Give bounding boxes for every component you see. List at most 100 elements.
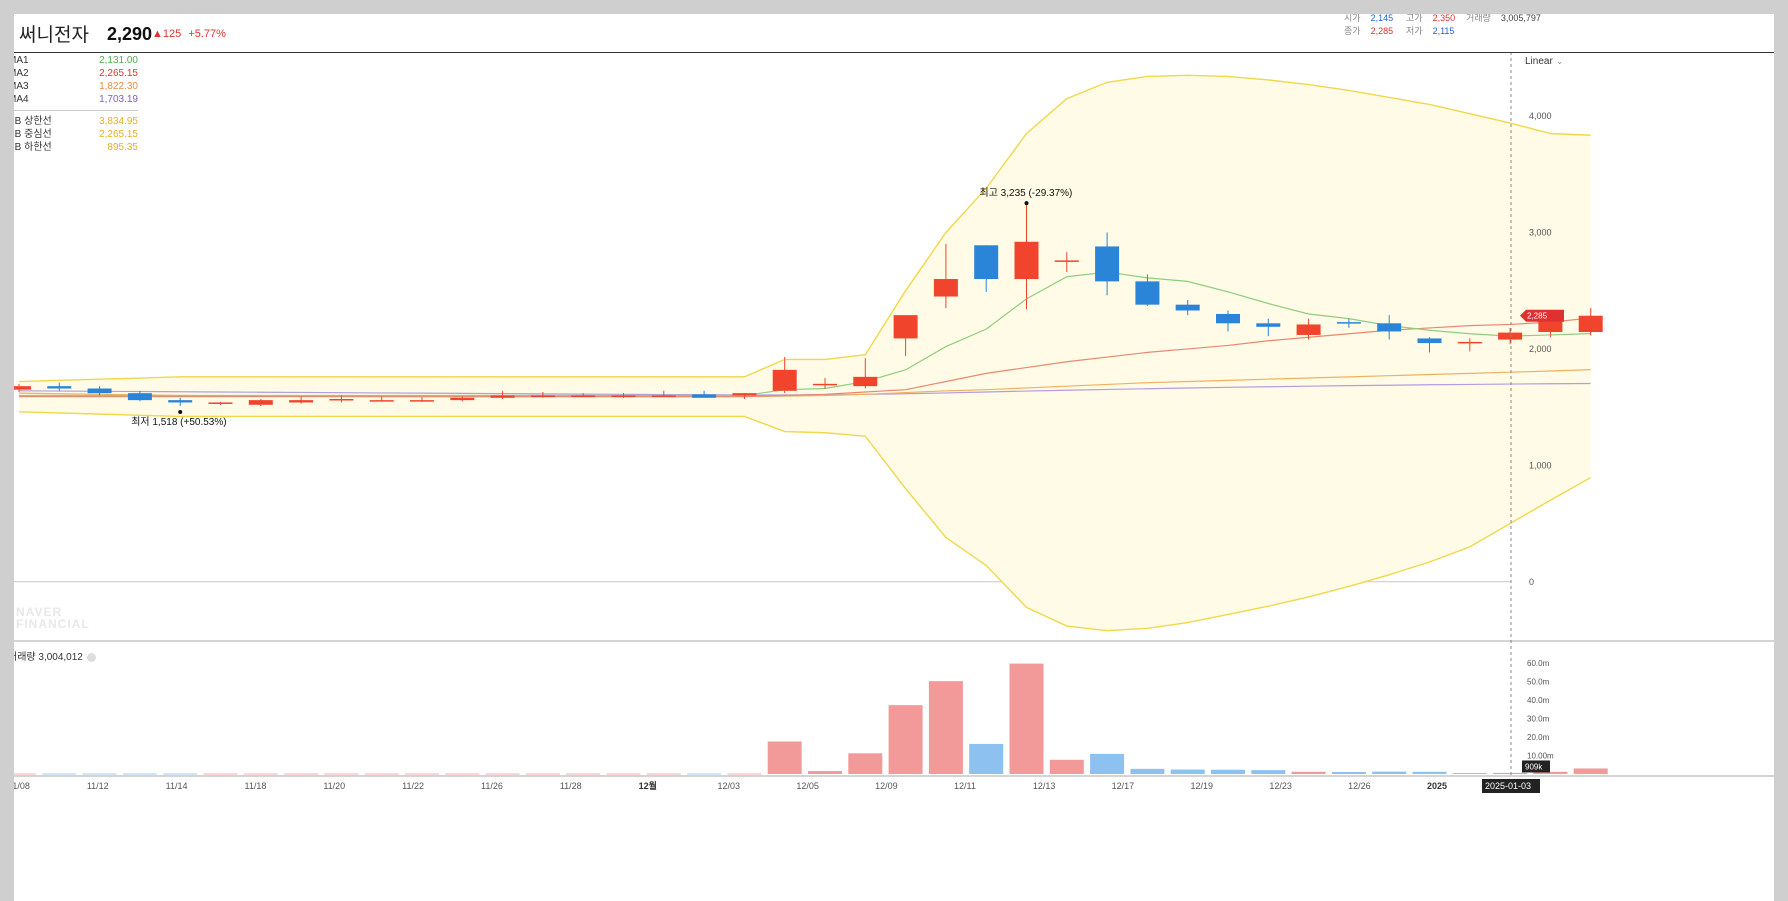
volume-tick-label: 40.0m [1527,696,1550,705]
legend-bb-middle[interactable]: BB 중심선 2,265.15 [14,128,138,141]
candle-body[interactable] [410,400,434,402]
volume-bar[interactable] [566,773,601,775]
legend-ma1[interactable]: MA1 2,131.00 [14,54,138,67]
legend-ma2[interactable]: MA2 2,265.15 [14,67,138,80]
candle-body[interactable] [1417,338,1442,344]
candle-body[interactable] [933,279,958,297]
stock-name: 써니전자 [19,25,89,46]
candle-body[interactable] [127,393,152,401]
candle-body[interactable] [1296,324,1321,335]
candle-body[interactable] [47,386,72,389]
volume-bar[interactable] [243,773,278,775]
volume-bar[interactable] [767,741,802,774]
candle-body[interactable] [1336,322,1361,324]
ohlc-low: 저가 2,115 [1406,24,1454,37]
volume-bar[interactable] [969,743,1004,774]
candle-body[interactable] [772,369,797,391]
candle-body[interactable] [1256,323,1281,327]
legend-bb-upper[interactable]: BB 상한선 3,834.95 [14,115,138,128]
candle-body[interactable] [1377,323,1402,332]
volume-bar[interactable] [1452,773,1487,774]
volume-bar[interactable] [687,773,722,775]
volume-bar[interactable] [364,773,399,775]
candle-body[interactable] [732,393,757,396]
candle-body[interactable] [651,395,676,397]
volume-bar[interactable] [203,773,238,775]
volume-bar[interactable] [445,773,480,775]
candle-body[interactable] [1578,315,1603,333]
bollinger-band-fill [19,75,1591,631]
candle-body[interactable] [14,386,31,390]
candle-body[interactable] [813,383,837,386]
candle-body[interactable] [853,376,878,387]
candle-body[interactable] [1014,241,1039,280]
candle-body[interactable] [1135,281,1160,305]
candle-body[interactable] [530,395,555,397]
volume-bar[interactable] [82,773,117,775]
legend-bb-lower[interactable]: BB 하한선 895.35 [14,141,138,154]
candle-body[interactable] [168,400,193,403]
volume-bar[interactable] [1372,771,1407,774]
volume-bar[interactable] [1493,772,1528,774]
candle-body[interactable] [692,394,717,398]
candle-body[interactable] [490,395,515,398]
candle-body[interactable] [1095,246,1120,282]
date-tick-label: 12/23 [1269,781,1292,791]
candle-body[interactable] [87,388,112,394]
volume-bar[interactable] [284,773,319,775]
volume-bar[interactable] [163,773,198,775]
stock-chart[interactable]: 0 1,000 2,000 3,000 4,000 2,285 10.00m 20.0m 30.… [14,14,1774,901]
volume-bar[interactable] [888,705,923,774]
volume-bar[interactable] [1170,769,1205,774]
legend-ma3[interactable]: MA3 1,822.30 [14,80,138,93]
candle-body[interactable] [1457,341,1482,344]
volume-bar[interactable] [1412,771,1447,774]
volume-bar[interactable] [1251,770,1286,774]
settings-icon[interactable] [86,652,96,662]
volume-bar[interactable] [122,773,157,775]
candle-body[interactable] [248,400,273,405]
volume-bar[interactable] [525,773,560,775]
volume-bar[interactable] [808,771,842,774]
volume-bar[interactable] [646,773,681,775]
volume-bar[interactable] [485,773,520,775]
candle-body[interactable] [1054,260,1079,262]
legend-bb-middle-label: BB 중심선 [14,129,52,140]
volume-bar[interactable] [1533,771,1568,774]
candle-body[interactable] [329,398,354,401]
volume-bar[interactable] [1331,771,1366,774]
volume-bar[interactable] [42,773,77,775]
volume-bar[interactable] [405,773,439,775]
legend-ma4[interactable]: MA4 1,703.19 [14,93,138,106]
volume-bar[interactable] [14,773,36,775]
price-tick-label: 1,000 [1529,460,1552,470]
volume-bar[interactable] [1090,753,1125,774]
scale-mode-button[interactable]: Linear ⌄ [1525,56,1563,67]
candle-body[interactable] [289,400,314,403]
volume-bar[interactable] [727,773,762,775]
volume-bar[interactable] [848,753,883,774]
candle-body[interactable] [974,245,999,280]
candle-body[interactable] [1498,332,1523,340]
volume-bar[interactable] [1573,768,1608,774]
candle-body[interactable] [369,400,394,402]
volume-bar[interactable] [1211,769,1245,774]
volume-bar[interactable] [324,773,359,775]
volume-bar[interactable] [1049,759,1084,774]
volume-bar[interactable] [606,773,641,775]
candle-body[interactable] [893,315,918,339]
candle-body[interactable] [611,395,636,397]
candle-body[interactable] [208,402,233,404]
current-date-badge [1482,779,1540,793]
current-price-badge [1520,309,1564,322]
volume-bar[interactable] [1130,768,1165,774]
volume-panel-title: 거래량 3,004,012 [14,648,96,663]
candle-body[interactable] [450,397,475,401]
volume-bar[interactable] [1009,663,1044,774]
candle-body[interactable] [1216,313,1240,324]
candle-body[interactable] [571,395,596,397]
candle-body[interactable] [1175,304,1200,311]
volume-bar[interactable] [1291,771,1326,774]
ohlc-row-2: 종가 2,285 [1344,24,1393,37]
volume-bar[interactable] [928,681,963,774]
